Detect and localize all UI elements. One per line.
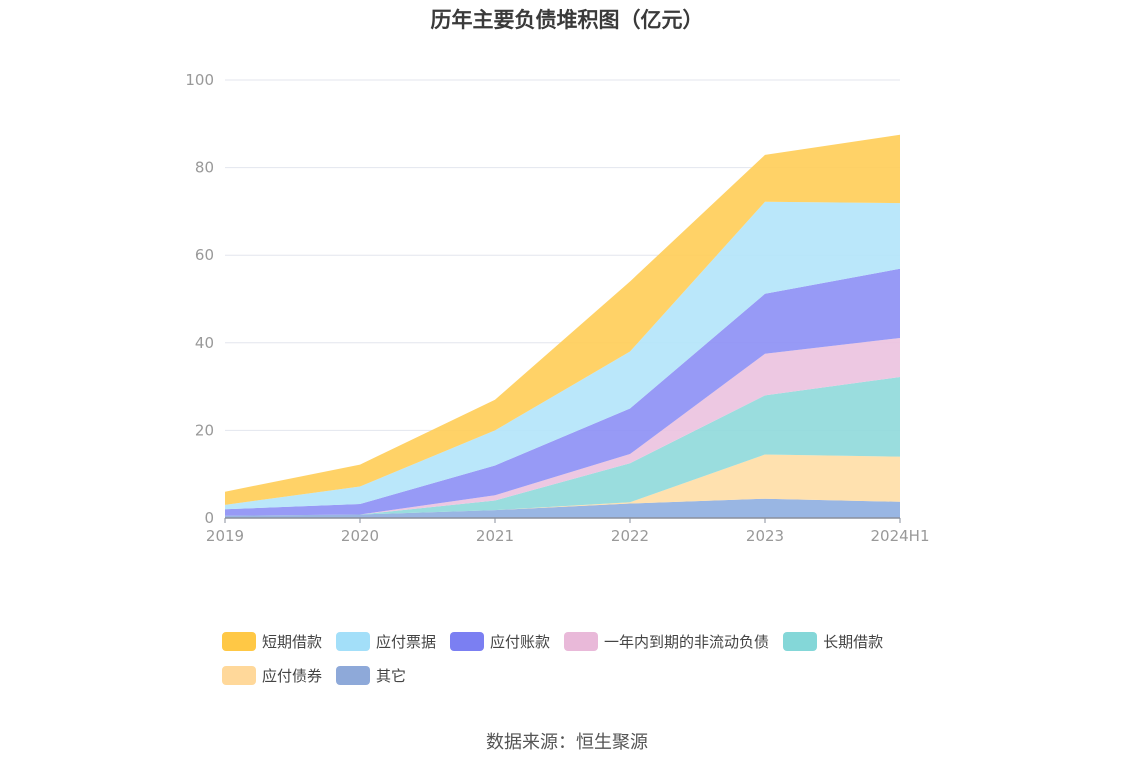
area-series bbox=[225, 201, 900, 510]
legend-item[interactable]: 应付账款 bbox=[450, 630, 550, 652]
x-tick-label: 2021 bbox=[476, 527, 514, 545]
chart-legend: 短期借款 应付票据 应付账款 一年内到期的非流动负债 长期借款应付债券 其它 bbox=[222, 630, 942, 686]
legend-swatch bbox=[222, 665, 256, 685]
legend-item[interactable]: 其它 bbox=[336, 664, 406, 686]
legend-swatch bbox=[336, 631, 371, 651]
y-tick-label: 20 bbox=[195, 421, 214, 439]
legend-swatch bbox=[222, 631, 256, 651]
y-tick-label: 0 bbox=[204, 509, 214, 527]
area-series bbox=[225, 498, 900, 518]
legend-label: 长期借款 bbox=[823, 632, 884, 651]
x-tick-label: 2019 bbox=[206, 527, 244, 545]
legend-label: 其它 bbox=[376, 666, 407, 685]
legend-label: 应付账款 bbox=[490, 632, 551, 651]
legend-item[interactable]: 一年内到期的非流动负债 bbox=[564, 630, 769, 652]
area-series bbox=[225, 337, 900, 516]
y-tick-label: 80 bbox=[195, 159, 214, 177]
legend-item[interactable]: 长期借款 bbox=[783, 630, 883, 652]
legend-label: 短期借款 bbox=[262, 632, 323, 651]
x-tick-label: 2024H1 bbox=[871, 527, 930, 545]
legend-item[interactable]: 应付债券 bbox=[222, 664, 322, 686]
legend-swatch bbox=[564, 631, 599, 651]
data-source: 数据来源：恒生聚源 bbox=[486, 732, 648, 753]
area-series bbox=[225, 268, 900, 516]
y-tick-label: 60 bbox=[195, 246, 214, 264]
y-tick-label: 40 bbox=[195, 334, 214, 352]
legend-swatch bbox=[783, 631, 818, 651]
legend-item[interactable]: 应付票据 bbox=[336, 630, 436, 652]
legend-swatch bbox=[450, 631, 485, 651]
legend-label: 应付债券 bbox=[262, 666, 323, 685]
x-tick-label: 2023 bbox=[746, 527, 784, 545]
x-tick-label: 2022 bbox=[611, 527, 649, 545]
area-series bbox=[225, 454, 900, 516]
x-tick-label: 2020 bbox=[341, 527, 379, 545]
y-tick-label: 100 bbox=[185, 71, 214, 89]
area-series bbox=[225, 376, 900, 516]
legend-swatch bbox=[336, 665, 371, 685]
legend-label: 应付票据 bbox=[376, 632, 437, 651]
chart-title: 历年主要负债堆积图（亿元） bbox=[430, 8, 704, 32]
legend-label: 一年内到期的非流动负债 bbox=[604, 632, 770, 651]
area-series bbox=[225, 134, 900, 505]
stacked-area-chart: 0 20 40 60 80 100 2019 2020 2021 2022 2023 2024H1 bbox=[185, 71, 930, 545]
legend-item[interactable]: 短期借款 bbox=[222, 630, 322, 652]
